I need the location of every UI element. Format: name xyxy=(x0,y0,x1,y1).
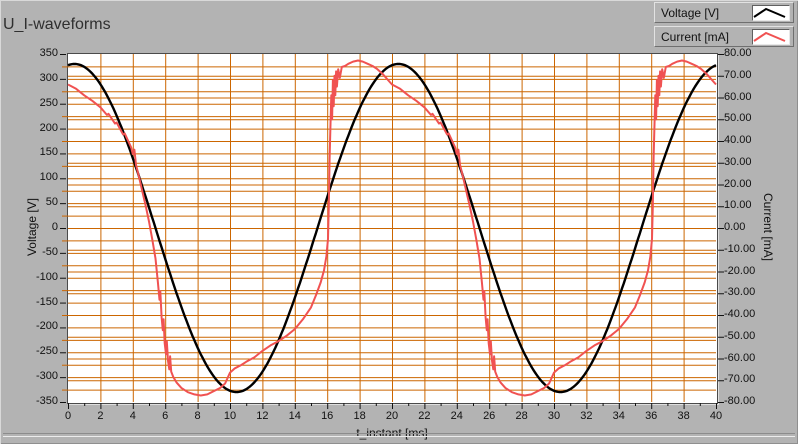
current-tick-label: -20.00 xyxy=(724,264,756,277)
current-tick-label: -80.00 xyxy=(724,395,756,407)
time-tick-label: 6 xyxy=(162,410,169,422)
time-tick-label: 36 xyxy=(645,410,658,422)
current-tick-label: 0.00 xyxy=(724,221,746,233)
time-tick-label: 38 xyxy=(677,410,690,422)
current-tick-label: 20.00 xyxy=(724,177,752,190)
voltage-axis-title: Voltage [V] xyxy=(25,197,39,257)
voltage-tick-label: 100 xyxy=(39,171,58,184)
legend-item-current[interactable]: Current [mA] xyxy=(654,26,794,47)
time-tick-label: 4 xyxy=(129,410,136,422)
legend-line-sample-voltage[interactable] xyxy=(752,4,790,21)
panel-bottom-groove xyxy=(3,433,795,437)
time-tick-label: 28 xyxy=(515,410,528,422)
current-tick-label: -50.00 xyxy=(724,329,756,342)
voltage-tick-label: 0 xyxy=(51,221,58,233)
time-tick-label: 22 xyxy=(418,410,431,422)
voltage-waveform-trace xyxy=(67,62,717,394)
time-tick-label: 2 xyxy=(97,410,104,422)
current-tick-label: 60.00 xyxy=(724,90,752,103)
time-tick-label: 12 xyxy=(256,410,269,422)
time-tick-label: 34 xyxy=(612,410,625,422)
voltage-tick-label: -350 xyxy=(35,395,58,407)
time-tick-label: 18 xyxy=(353,410,366,422)
voltage-tick-label: 200 xyxy=(39,121,58,134)
current-tick-label: -40.00 xyxy=(724,308,756,320)
voltage-line-glyph xyxy=(753,7,786,18)
voltage-tick-label: -150 xyxy=(35,295,58,308)
voltage-tick-label: 350 xyxy=(39,47,58,59)
voltage-tick-label: 150 xyxy=(39,146,58,159)
voltage-tick-label: -50 xyxy=(42,245,58,258)
plot-legend: Voltage [V] Current [mA] xyxy=(654,2,794,50)
current-tick-label: 40.00 xyxy=(724,134,752,146)
voltage-tick-label: -200 xyxy=(35,320,58,333)
current-tick-label: 10.00 xyxy=(724,199,752,212)
voltage-tick-label: 300 xyxy=(39,71,58,84)
current-tick-label: 50.00 xyxy=(724,112,752,125)
legend-line-sample-current[interactable] xyxy=(752,28,790,45)
graph-title: U_I-waveforms xyxy=(3,16,111,33)
legend-item-voltage[interactable]: Voltage [V] xyxy=(654,2,794,23)
voltage-tick-label: -300 xyxy=(35,370,58,383)
time-tick-label: 24 xyxy=(450,410,463,422)
time-tick-label: 40 xyxy=(709,410,723,422)
time-tick-label: 16 xyxy=(321,410,334,422)
legend-label-current: Current [mA] xyxy=(661,29,730,44)
time-tick-label: 14 xyxy=(288,410,301,422)
time-tick-label: 26 xyxy=(483,410,496,422)
time-tick-label: 0 xyxy=(64,410,72,422)
voltage-tick-label: -100 xyxy=(35,270,58,283)
current-tick-label: 30.00 xyxy=(724,155,752,168)
voltage-tick-label: 50 xyxy=(45,196,58,209)
current-tick-label: 80.00 xyxy=(724,47,752,59)
time-tick-label: 32 xyxy=(580,410,593,422)
current-tick-label: -30.00 xyxy=(724,286,756,299)
voltage-tick-label: -250 xyxy=(35,345,58,358)
current-tick-label: -10.00 xyxy=(724,242,756,255)
voltage-tick-label: 250 xyxy=(39,96,58,109)
time-tick-label: 10 xyxy=(223,410,237,422)
current-waveform-trace xyxy=(67,59,717,397)
current-line-glyph xyxy=(753,31,786,42)
current-tick-label: 70.00 xyxy=(724,68,752,81)
current-tick-label: -70.00 xyxy=(724,373,756,386)
time-tick-label: 30 xyxy=(547,410,561,422)
time-tick-label: 20 xyxy=(385,410,399,422)
current-axis-title: Current [mA] xyxy=(761,192,775,261)
legend-label-voltage: Voltage [V] xyxy=(661,5,720,20)
current-tick-label: -60.00 xyxy=(724,351,756,364)
time-tick-label: 8 xyxy=(194,410,201,422)
